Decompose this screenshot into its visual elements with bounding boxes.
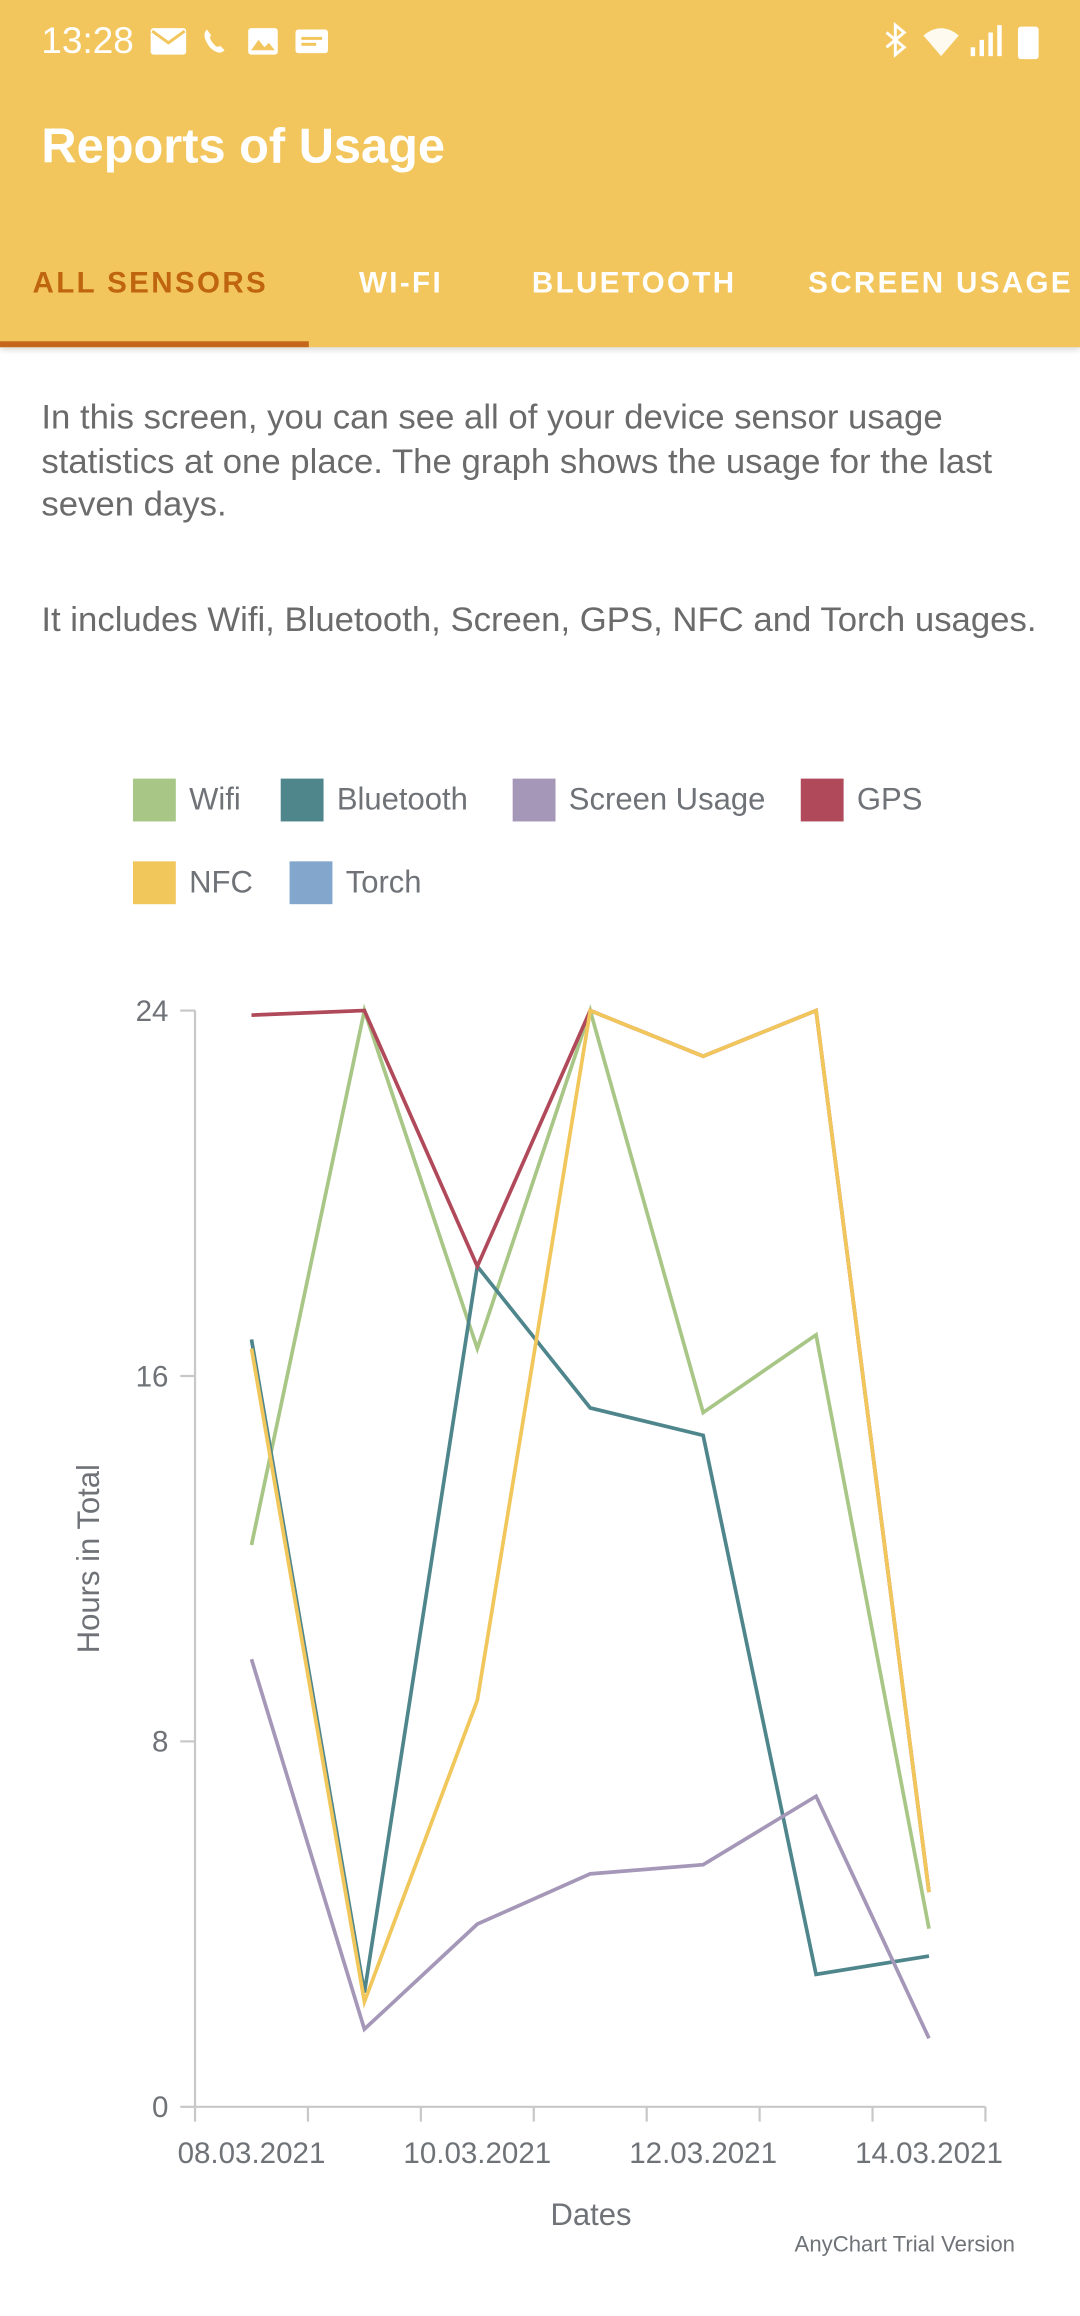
tab[interactable]: SCREEN USAGE [808, 267, 1073, 300]
y-tick-label: 0 [152, 2091, 168, 2124]
x-tick-label: 14.03.2021 [855, 2137, 1003, 2170]
tab[interactable]: ALL SENSORS [32, 267, 269, 300]
x-axis-label: Dates [550, 2197, 631, 2232]
series-line [249, 1658, 931, 2040]
legend-label: Screen Usage [569, 782, 766, 817]
status-icons [150, 28, 328, 55]
legend-swatch [800, 778, 844, 822]
description: In this screen, you can see all of your … [41, 397, 993, 524]
legend-label: NFC [189, 864, 253, 899]
series-line [249, 1007, 931, 2009]
legend-swatch [512, 778, 556, 822]
y-tick-label: 8 [152, 1726, 168, 1759]
legend-swatch [289, 861, 333, 905]
series-line [249, 1261, 930, 1993]
series-line [251, 1007, 931, 1893]
y-tick-label: 16 [136, 1360, 169, 1393]
status-time: 13:28 [41, 20, 134, 63]
status-icons-right [885, 21, 1039, 60]
tab-indicator [0, 341, 309, 348]
y-tick-label: 24 [136, 995, 169, 1028]
app-bar: 13:28 Reports of Usage ALL SENSORS WI-FI… [0, 0, 1080, 348]
legend-label: Wifi [189, 782, 241, 817]
legend-swatch [132, 778, 176, 822]
legend-swatch [280, 778, 324, 822]
legend-label: Torch [346, 864, 422, 899]
x-tick-label: 12.03.2021 [629, 2137, 777, 2170]
series-line [249, 1003, 931, 1930]
tab[interactable]: WI-FI [359, 267, 444, 300]
app-title: Reports of Usage [41, 118, 446, 173]
legend-swatch [132, 861, 176, 905]
credit: AnyChart Trial Version [795, 2232, 1015, 2257]
x-tick-label: 10.03.2021 [403, 2137, 551, 2170]
legend-label: Bluetooth [337, 782, 468, 817]
legend-label: GPS [857, 782, 923, 817]
x-tick-label: 08.03.2021 [178, 2137, 326, 2170]
tab[interactable]: BLUETOOTH [531, 267, 737, 300]
y-axis-label: Hours in Total [71, 1464, 106, 1653]
description: It includes Wifi, Bluetooth, Screen, GPS… [41, 599, 1037, 639]
